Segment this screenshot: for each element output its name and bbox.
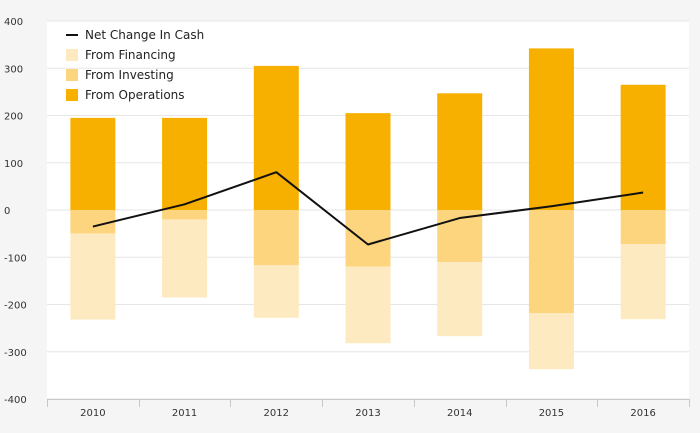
net-change-line [92,171,644,246]
y-tick-label: 100 [4,159,23,170]
bar-operations-2012 [253,65,299,210]
legend-label: From Operations [85,88,185,102]
bar-investing-2015 [528,210,574,314]
bar-financing-2010 [70,233,116,320]
x-tick-label: 2014 [447,408,472,419]
legend-label: From Financing [85,48,176,62]
legend-label: Net Change In Cash [85,28,204,42]
bar-operations-2010 [70,117,116,210]
bar-operations-2011 [162,117,208,210]
legend-swatch [66,69,78,81]
bar-financing-2011 [162,219,208,298]
y-tick-label: -400 [4,395,27,406]
bar-investing-2012 [253,210,299,266]
bar-operations-2016 [620,84,666,210]
x-tick-label: 2011 [172,408,197,419]
y-tick-label: 400 [4,17,23,28]
y-tick-label: 0 [4,206,10,217]
bar-operations-2015 [528,48,574,210]
bar-financing-2016 [620,244,666,320]
x-tick-label: 2010 [80,408,105,419]
bar-financing-2014 [437,261,483,337]
legend-swatch [66,89,78,101]
y-tick-label: 300 [4,64,23,75]
x-tick-label: 2015 [539,408,564,419]
bar-investing-2011 [162,210,208,220]
bar-investing-2010 [70,210,116,234]
bar-operations-2013 [345,113,391,210]
bar-investing-2013 [345,210,391,267]
y-tick-label: -100 [4,253,27,264]
bar-financing-2012 [253,265,299,318]
axes: 400 300 200 100 0 -100 -200 -300 -400 2010 2011 201… [4,17,690,419]
x-tick-label: 2012 [264,408,289,419]
bar-operations-2014 [437,93,483,210]
legend: Net Change In Cash From Financing From Inv… [66,28,204,102]
bars [70,48,666,370]
net-change-line-layer [92,171,644,246]
y-tick-label: -200 [4,301,27,312]
x-tick-label: 2013 [355,408,380,419]
legend-swatch [66,49,78,61]
bar-financing-2015 [528,313,574,370]
y-tick-label: -300 [4,348,27,359]
bar-financing-2013 [345,266,391,344]
x-tick-label: 2016 [630,408,655,419]
bar-investing-2016 [620,210,666,245]
legend-label: From Investing [85,68,174,82]
y-tick-label: 200 [4,112,23,123]
